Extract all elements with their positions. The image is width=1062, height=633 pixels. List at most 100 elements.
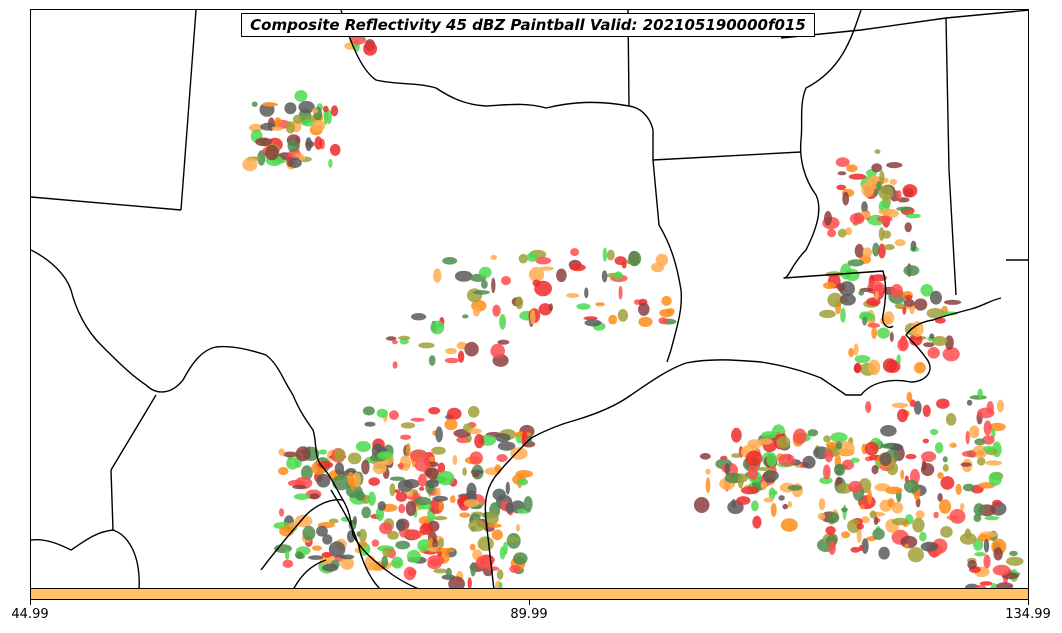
reflectivity-blob [517,478,529,486]
reflectivity-blob [828,540,836,555]
reflectivity-blob [848,347,854,358]
reflectivity-blob [462,467,467,476]
reflectivity-blob [506,536,520,542]
tn-border [780,10,1028,39]
reflectivity-blob [778,453,795,467]
reflectivity-blob [891,517,909,526]
reflectivity-blob [584,287,589,299]
reflectivity-blob [389,483,396,497]
reflectivity-blob [405,500,417,517]
reflectivity-blob [860,516,871,524]
reflectivity-blob [264,144,279,161]
reflectivity-blob [897,408,908,423]
reflectivity-blob [433,568,448,574]
reflectivity-blob [308,555,324,560]
reflectivity-blob [880,315,892,326]
reflectivity-blob [450,495,456,504]
reflectivity-blob [891,402,908,408]
reflectivity-blob [868,359,881,376]
reflectivity-blob [294,514,313,528]
reflectivity-blob [430,320,445,335]
reflectivity-blob [913,400,922,415]
reflectivity-blob [312,119,326,132]
reflectivity-blob [842,504,847,520]
reflectivity-blob [760,481,768,490]
reflectivity-blob [314,136,323,150]
reflectivity-blob [850,546,861,553]
reflectivity-blob [837,228,847,238]
reflectivity-blob [617,309,629,322]
reflectivity-blob [403,566,416,581]
reflectivity-blob [651,262,665,273]
reflectivity-blob [442,257,458,265]
reflectivity-blob [255,137,273,147]
reflectivity-blob [516,524,520,532]
reflectivity-blob [638,316,653,327]
map-canvas [31,10,1028,588]
reflectivity-blob [822,464,831,480]
reflectivity-blob [836,483,852,494]
reflectivity-blob [427,555,445,566]
reflectivity-blob [513,552,528,565]
reflectivity-blob [298,100,315,114]
reflectivity-blob [321,551,332,558]
reflectivity-blob [778,495,785,501]
reflectivity-blob [478,266,492,278]
reflectivity-blob [992,564,1011,576]
reflectivity-blob [830,432,848,443]
reflectivity-blob [376,408,388,418]
reflectivity-blob [840,307,846,323]
reflectivity-blob [962,483,975,492]
reflectivity-blob [462,314,469,319]
reflectivity-blob [287,139,299,153]
colorbar-tick-label-max: 134.99 [1005,607,1051,622]
reflectivity-blob [903,299,915,307]
reflectivity-blob [889,178,897,186]
reflectivity-blob [394,489,400,494]
reflectivity-blob [737,473,744,489]
reflectivity-blob [432,495,449,502]
reflectivity-blob [501,276,511,286]
reflectivity-blob [363,41,378,56]
reflectivity-blob [861,538,869,554]
reflectivity-blob [356,531,361,537]
reflectivity-blob [274,117,282,126]
reflectivity-blob [827,292,843,308]
reflectivity-blob [477,536,494,551]
new-mexico-texas-border [31,529,140,588]
reflectivity-blob [990,583,998,588]
reflectivity-blob [311,108,318,114]
reflectivity-blob [903,265,920,276]
reflectivity-blob [661,295,672,306]
reflectivity-blob [699,453,711,460]
reflectivity-blob [497,441,516,451]
reflectivity-blob [447,407,462,420]
reflectivity-blob [361,459,370,475]
reflectivity-blob [896,354,901,365]
reflectivity-blob [780,518,798,532]
reflectivity-blob [316,473,331,488]
reflectivity-blob [438,500,444,512]
reflectivity-blob [278,467,289,476]
reflectivity-blob [499,314,507,330]
reflectivity-blob [311,545,322,551]
reflectivity-blob [398,335,411,341]
reflectivity-blob [770,503,777,517]
reflectivity-blob [614,256,627,266]
reflectivity-blob [849,213,865,225]
reflectivity-blob [930,428,939,436]
reflectivity-blob [914,298,928,311]
reflectivity-blob [920,541,939,552]
reflectivity-blob [933,511,939,519]
reflectivity-blob [282,559,294,568]
reflectivity-blob [705,468,711,475]
reflectivity-blob [352,516,357,526]
reflectivity-blob [431,446,446,455]
reflectivity-blob [425,479,439,488]
reflectivity-blob [309,493,320,500]
reflectivity-blob [879,452,892,466]
reflectivity-blob [457,350,465,363]
reflectivity-blob [428,407,441,415]
gulf-coastline [484,297,1002,588]
reflectivity-blob [862,247,873,258]
